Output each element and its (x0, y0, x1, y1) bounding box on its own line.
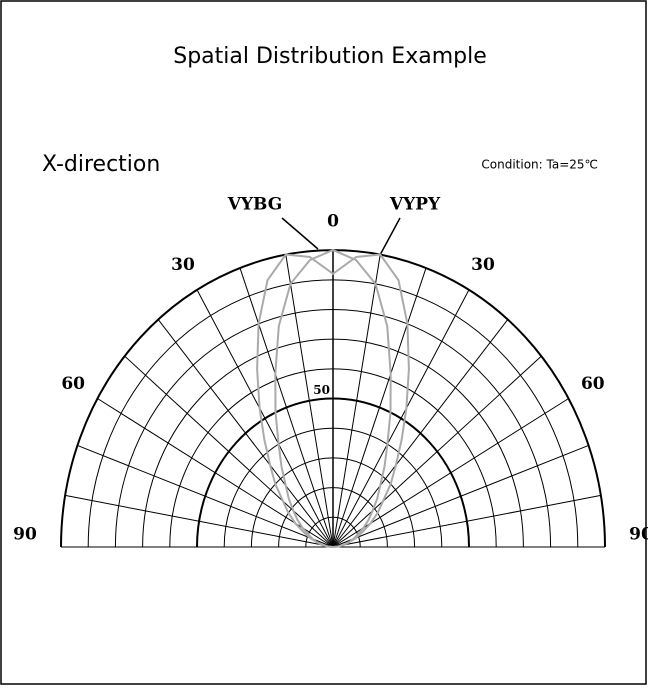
radial-label: 50 (313, 383, 330, 397)
angle-label: 0 (327, 212, 339, 232)
grid-spoke (285, 254, 334, 548)
grid-spoke (332, 267, 427, 548)
grid-spoke (124, 355, 334, 548)
series-line (256, 253, 410, 548)
grid-spoke (77, 444, 334, 548)
grid-spoke (196, 289, 334, 548)
annotation: Condition: Ta=25℃ (481, 158, 598, 172)
grid-spoke (332, 289, 470, 548)
grid-spoke (157, 319, 334, 548)
leader-line (379, 217, 401, 256)
grid-spoke (332, 319, 509, 548)
grid-spoke (65, 494, 334, 548)
angle-label: 60 (581, 374, 605, 394)
legend-label: VYPY (389, 195, 441, 215)
chart-title: Spatial Distribution Example (173, 44, 487, 69)
grid-spoke (332, 355, 542, 548)
legend-label: VYBG (227, 195, 283, 215)
angle-label: 30 (471, 255, 495, 275)
leader-line (281, 217, 319, 250)
grid-spoke (239, 267, 334, 548)
angle-label: 90 (13, 525, 37, 545)
grid-spoke (332, 254, 381, 548)
angle-label: 30 (171, 255, 195, 275)
angle-label: 90 (629, 525, 648, 545)
grid-spoke (332, 444, 589, 548)
subtitle: X-direction (42, 152, 160, 177)
grid-spoke (332, 494, 601, 548)
series-line (274, 248, 392, 548)
angle-label: 60 (61, 374, 85, 394)
